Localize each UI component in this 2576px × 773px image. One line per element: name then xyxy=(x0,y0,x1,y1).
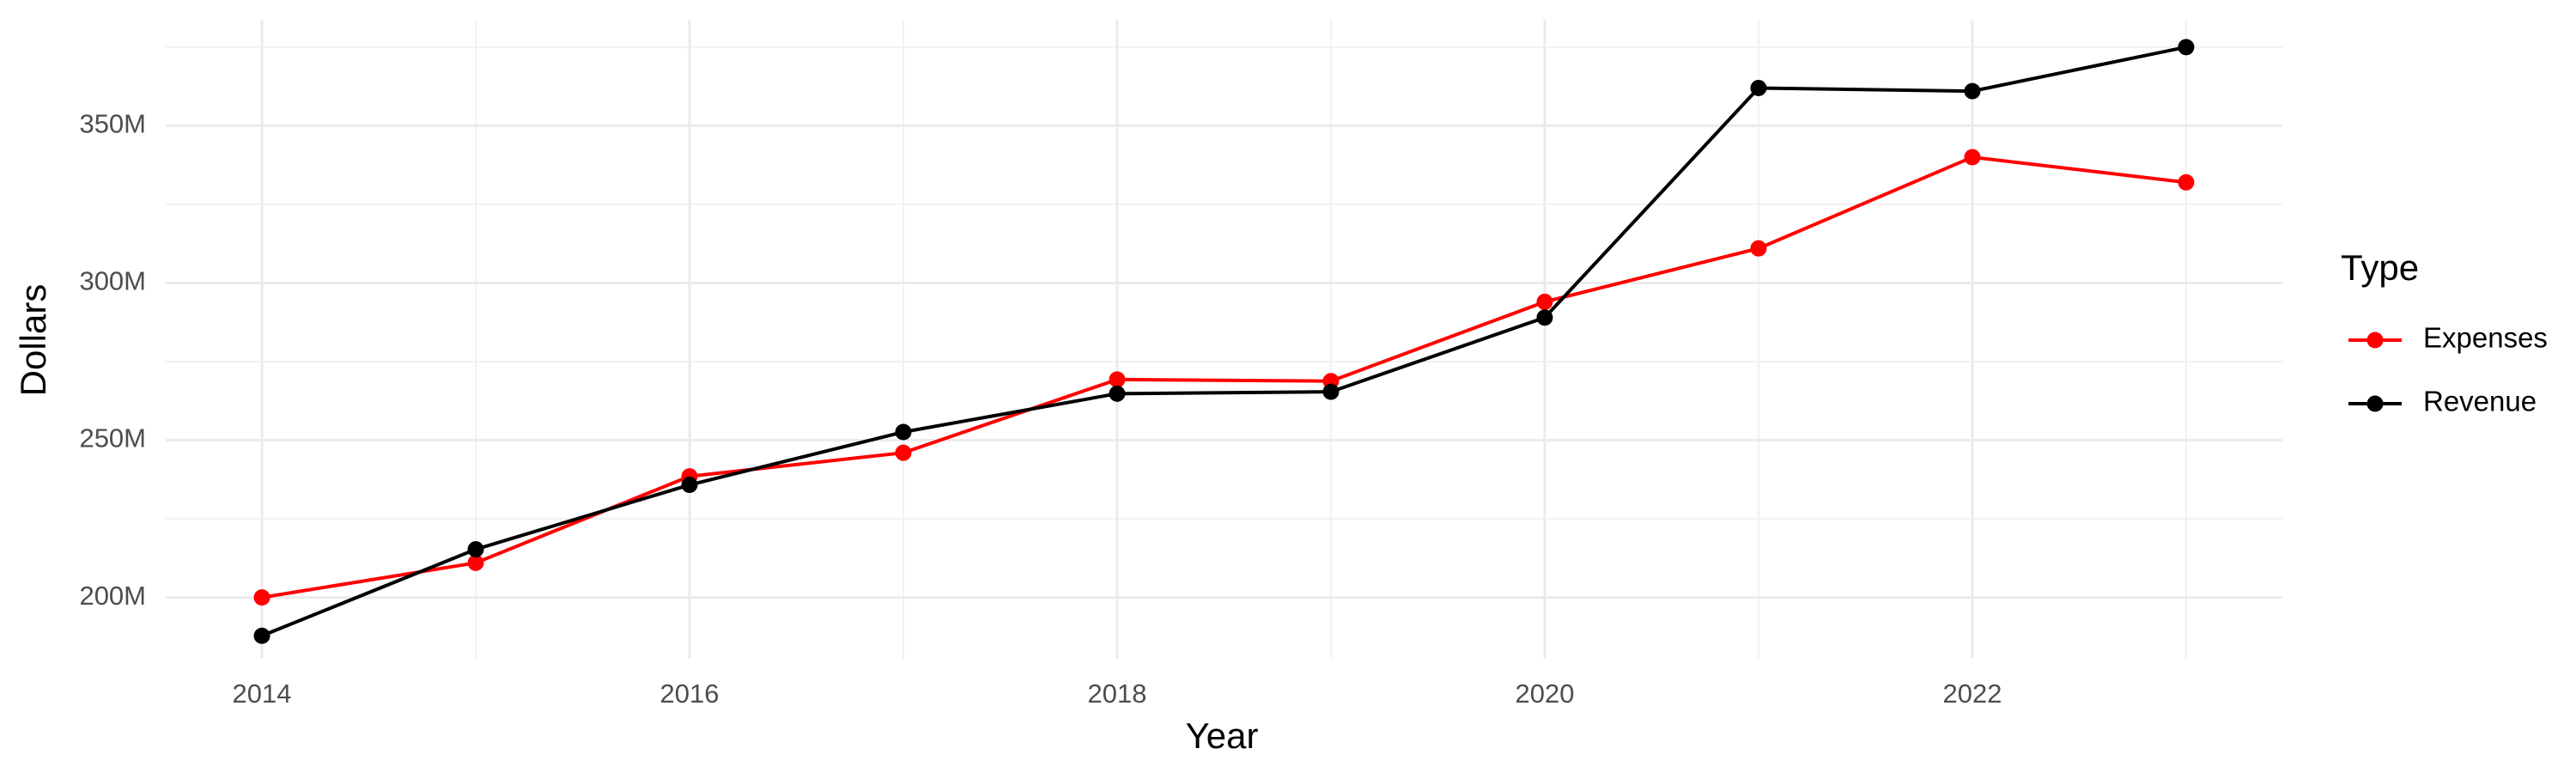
data-point xyxy=(1322,383,1340,400)
legend-swatch-point xyxy=(2366,332,2384,349)
data-point xyxy=(1964,149,1981,166)
y-axis-title: Dollars xyxy=(13,284,53,397)
x-tick-label: 2014 xyxy=(233,679,292,709)
data-point xyxy=(1536,309,1553,326)
data-point xyxy=(1964,82,1981,100)
data-point xyxy=(895,444,912,461)
data-point xyxy=(1750,79,1767,96)
legend-label: Expenses xyxy=(2423,322,2548,354)
data-point xyxy=(2178,173,2195,191)
data-point xyxy=(2178,39,2195,56)
x-tick-label: 2018 xyxy=(1088,679,1147,709)
legend-title: Type xyxy=(2341,247,2419,288)
x-tick-label: 2020 xyxy=(1516,679,1575,709)
data-point xyxy=(253,627,270,644)
data-point xyxy=(1109,371,1126,388)
data-point xyxy=(1750,240,1767,257)
data-point xyxy=(681,477,698,494)
y-tick-label: 250M xyxy=(79,423,146,453)
data-point xyxy=(467,554,484,571)
x-tick-label: 2022 xyxy=(1942,679,2002,709)
series-line xyxy=(261,155,2187,600)
series-line xyxy=(261,45,2187,638)
data-point xyxy=(253,589,270,606)
data-point xyxy=(1536,293,1553,310)
y-tick-label: 200M xyxy=(79,581,146,611)
legend-swatch-point xyxy=(2366,395,2384,412)
data-point xyxy=(895,423,912,441)
x-axis-title: Year xyxy=(1186,715,1259,756)
data-point xyxy=(1109,385,1126,402)
data-point xyxy=(467,541,484,558)
y-tick-label: 350M xyxy=(79,109,146,139)
x-tick-label: 2016 xyxy=(660,679,720,709)
legend-label: Revenue xyxy=(2423,386,2537,417)
y-tick-label: 300M xyxy=(79,266,146,296)
